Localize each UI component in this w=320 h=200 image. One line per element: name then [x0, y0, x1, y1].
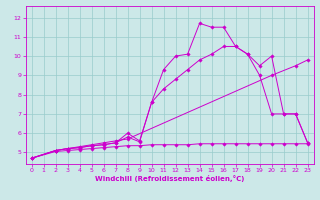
X-axis label: Windchill (Refroidissement éolien,°C): Windchill (Refroidissement éolien,°C) — [95, 175, 244, 182]
